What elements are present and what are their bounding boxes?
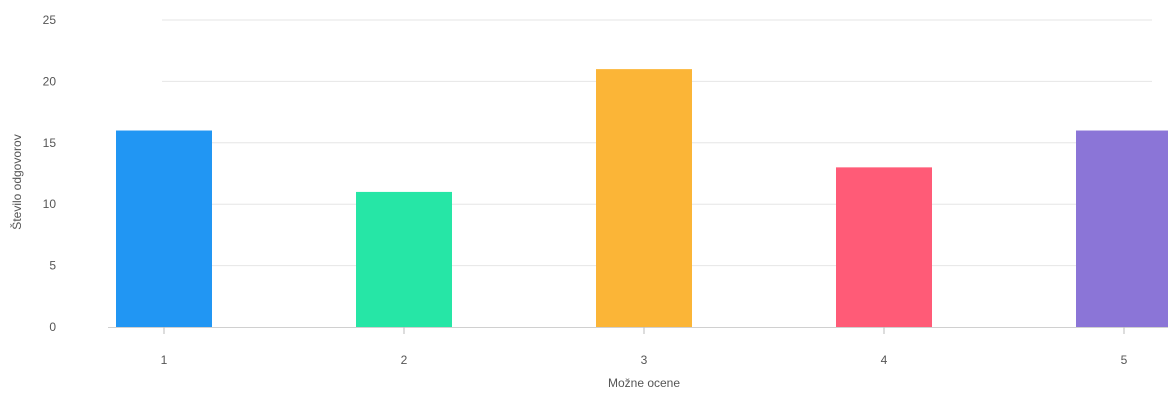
y-axis-title: Število odgovorov (9, 134, 24, 229)
bars (116, 69, 1168, 328)
y-tick-label: 0 (49, 320, 56, 334)
bar-1 (116, 130, 212, 327)
y-tick-label: 10 (43, 197, 57, 211)
y-tick-label: 5 (49, 259, 56, 273)
x-tick-label: 3 (641, 353, 648, 367)
bar-4 (836, 167, 932, 327)
x-tick-label: 2 (401, 353, 408, 367)
x-tick-label: 1 (161, 353, 168, 367)
bar-5 (1076, 130, 1168, 327)
x-tick-labels: 1 2 3 4 5 (161, 327, 1128, 367)
bar-3 (596, 69, 692, 328)
bar-2 (356, 191, 452, 327)
y-tick-labels: 0 5 10 15 20 25 (43, 13, 57, 334)
x-tick-label: 4 (881, 353, 888, 367)
y-tick-label: 15 (43, 136, 57, 150)
x-tick-label: 5 (1121, 353, 1128, 367)
x-axis-title: Možne ocene (608, 376, 680, 390)
y-tick-label: 25 (43, 13, 57, 27)
y-tick-label: 20 (43, 74, 57, 88)
